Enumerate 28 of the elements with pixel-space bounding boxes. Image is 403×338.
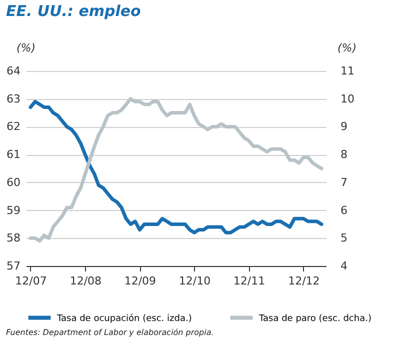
y-tick-label: 64 <box>6 64 20 78</box>
y2-tick-label: 7 <box>340 176 348 189</box>
source-note: Fuentes: Department of Labor y elaboración propia. <box>6 328 215 337</box>
y-tick-label: 63 <box>6 92 20 106</box>
y2-tick-label: 11 <box>340 64 354 78</box>
legend-label: Tasa de paro (esc. dcha.) <box>258 314 372 324</box>
x-tick-label: 12/08 <box>70 274 102 288</box>
x-tick-label: 12/11 <box>233 274 266 288</box>
y2-tick-label: 4 <box>340 260 348 272</box>
x-tick-label: 12/10 <box>178 274 211 288</box>
y-tick-label: 57 <box>6 260 20 272</box>
y-axis-title: (%) <box>16 42 36 54</box>
legend-label: Tasa de ocupación (esc. izda.) <box>56 312 192 324</box>
y2-axis-title: (%) <box>337 42 356 54</box>
x-tick-label: 12/12 <box>288 274 320 288</box>
x-tick-label: 12/07 <box>15 274 47 288</box>
y-tick-label: 58 <box>6 232 20 245</box>
y2-tick-label: 9 <box>340 120 348 134</box>
y-tick-label: 61 <box>6 148 20 162</box>
y2-tick-label: 8 <box>340 148 348 162</box>
y2-tick-label: 6 <box>340 204 348 217</box>
y-tick-label: 59 <box>6 204 20 217</box>
y2-tick-label: 10 <box>340 92 354 106</box>
chart-title: EE. UU.: empleo <box>6 2 142 20</box>
y2-tick-label: 5 <box>340 232 348 245</box>
y-tick-label: 60 <box>6 176 20 189</box>
y-tick-label: 62 <box>6 120 20 134</box>
x-tick-label: 12/09 <box>124 274 156 288</box>
